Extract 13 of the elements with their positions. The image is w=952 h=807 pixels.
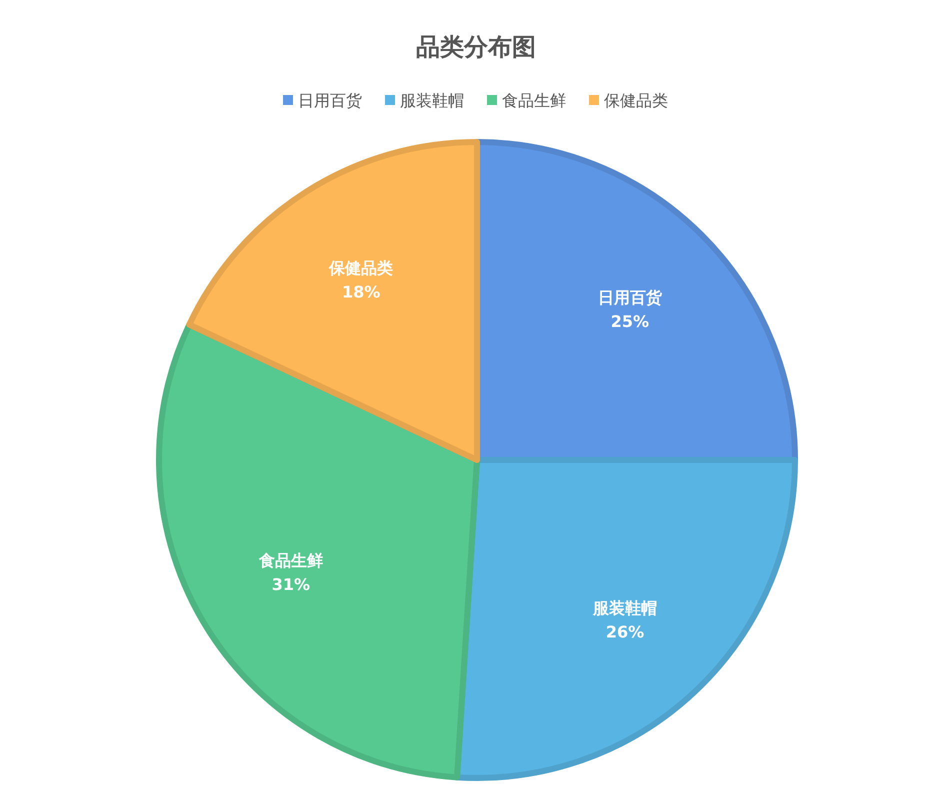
chart-title: 品类分布图 [416, 33, 536, 61]
data-label: 26% [606, 622, 644, 642]
data-label: 18% [342, 282, 380, 302]
legend-label: 保健品类 [604, 91, 668, 110]
legend-label: 日用百货 [298, 91, 362, 110]
slice-label: 服装鞋帽 [592, 598, 658, 618]
data-label: 31% [272, 575, 310, 594]
data-label: 25% [610, 312, 650, 332]
slice-label: 食品生鲜 [258, 551, 323, 570]
legend-label: 食品生鲜 [502, 91, 566, 110]
slice-label: 保健品类 [328, 258, 394, 278]
slice-label: 日用百货 [598, 288, 663, 308]
legend-label: 服装鞋帽 [400, 91, 464, 110]
